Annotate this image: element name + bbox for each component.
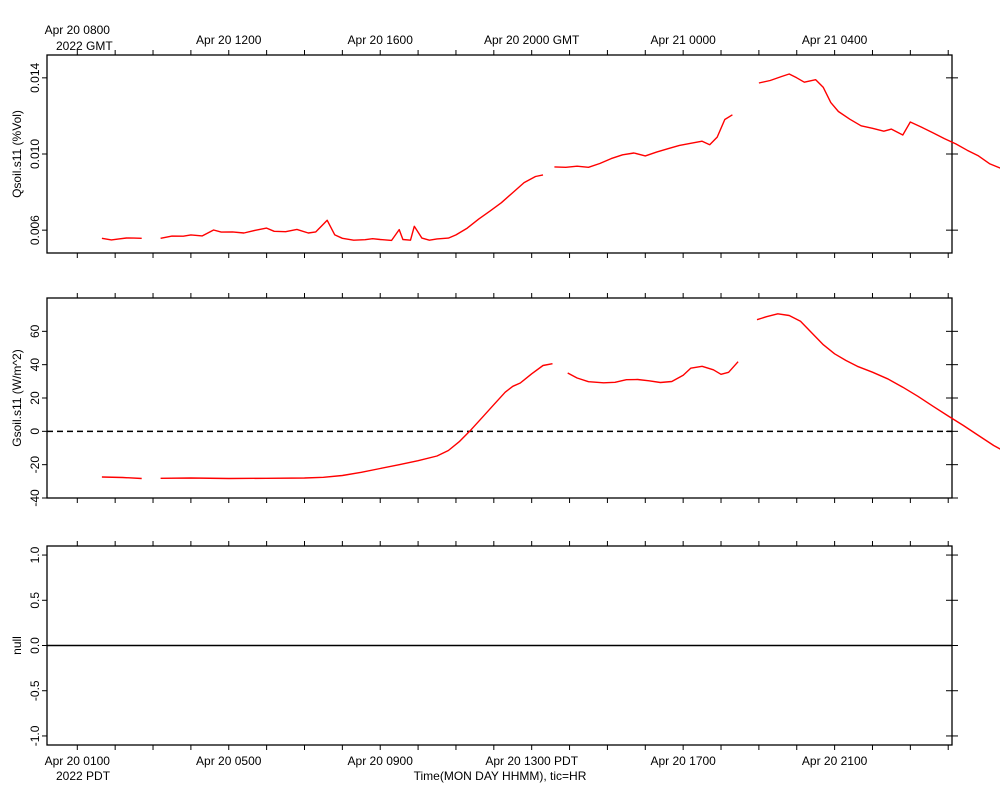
y-tick-label: -20 — [28, 456, 42, 474]
top-axis-corner-label: 2022 GMT — [56, 39, 113, 53]
top-axis-tick-label: Apr 20 0800 — [45, 23, 111, 37]
series-line-segment — [101, 476, 142, 480]
y-tick-label: 60 — [28, 324, 42, 338]
y-tick-label: -0.5 — [28, 680, 42, 701]
series-line-segment — [160, 174, 544, 242]
y-tick-label: 0.5 — [28, 592, 42, 609]
y-tick-label: 0.014 — [28, 63, 42, 93]
series-line-segment — [758, 73, 1000, 169]
bottom-axis-tick-label: Apr 20 2100 — [802, 754, 868, 768]
series-line-segment — [567, 361, 739, 384]
top-axis-tick-label: Apr 20 1200 — [196, 33, 262, 47]
top-axis: Apr 20 0800 Apr 20 1200 Apr 20 1600 Apr 20 … — [45, 23, 868, 47]
x-axis-title: Time(MON DAY HHMM), tic=HR — [414, 769, 587, 783]
y-tick-label: -40 — [28, 489, 42, 507]
y-tick-label: 0 — [28, 428, 42, 435]
chart-panel-2: -40 -20 0 20 40 60 Gsoil.s11 (W/m^2) — [10, 293, 1000, 507]
series-line-segment — [101, 237, 142, 241]
chart-panel-1: 0.006 0.010 0.014 Qsoil.s11 (%Vol) — [10, 50, 1000, 258]
y-tick-label: 0.0 — [28, 637, 42, 654]
top-axis-tick-label: Apr 21 0400 — [802, 33, 868, 47]
series-line-segment — [160, 363, 553, 480]
bottom-axis-tick-label: Apr 20 1700 — [650, 754, 716, 768]
y-axis-title: Qsoil.s11 (%Vol) — [10, 110, 24, 198]
y-tick-label: 1.0 — [28, 546, 42, 563]
bottom-axis-tick-label: Apr 20 1300 PDT — [485, 754, 578, 768]
y-tick-label: 0.010 — [28, 139, 42, 169]
panel-frame — [46, 54, 953, 254]
top-axis-tick-label: Apr 21 0000 — [650, 33, 716, 47]
bottom-axis-tick-label: Apr 20 0500 — [196, 754, 262, 768]
bottom-axis-tick-label: Apr 20 0100 — [45, 754, 111, 768]
series-line-segment — [554, 114, 733, 169]
series-line-segment — [756, 313, 1000, 450]
y-axis-title: null — [10, 636, 24, 655]
chart-panel-3: -1.0 -0.5 0.0 0.5 1.0 null — [10, 541, 958, 750]
y-tick-label: 0.006 — [28, 215, 42, 245]
bottom-axis: Apr 20 0100 Apr 20 0500 Apr 20 0900 Apr 20 … — [45, 754, 868, 768]
bottom-axis-corner-label: 2022 PDT — [56, 769, 111, 783]
bottom-axis-tick-label: Apr 20 0900 — [348, 754, 414, 768]
y-tick-label: 40 — [28, 358, 42, 372]
top-axis-tick-label: Apr 20 2000 GMT — [484, 33, 580, 47]
y-axis-title: Gsoil.s11 (W/m^2) — [10, 349, 24, 446]
top-axis-tick-label: Apr 20 1600 — [348, 33, 414, 47]
y-tick-label: 20 — [28, 391, 42, 405]
y-tick-label: -1.0 — [28, 725, 42, 746]
